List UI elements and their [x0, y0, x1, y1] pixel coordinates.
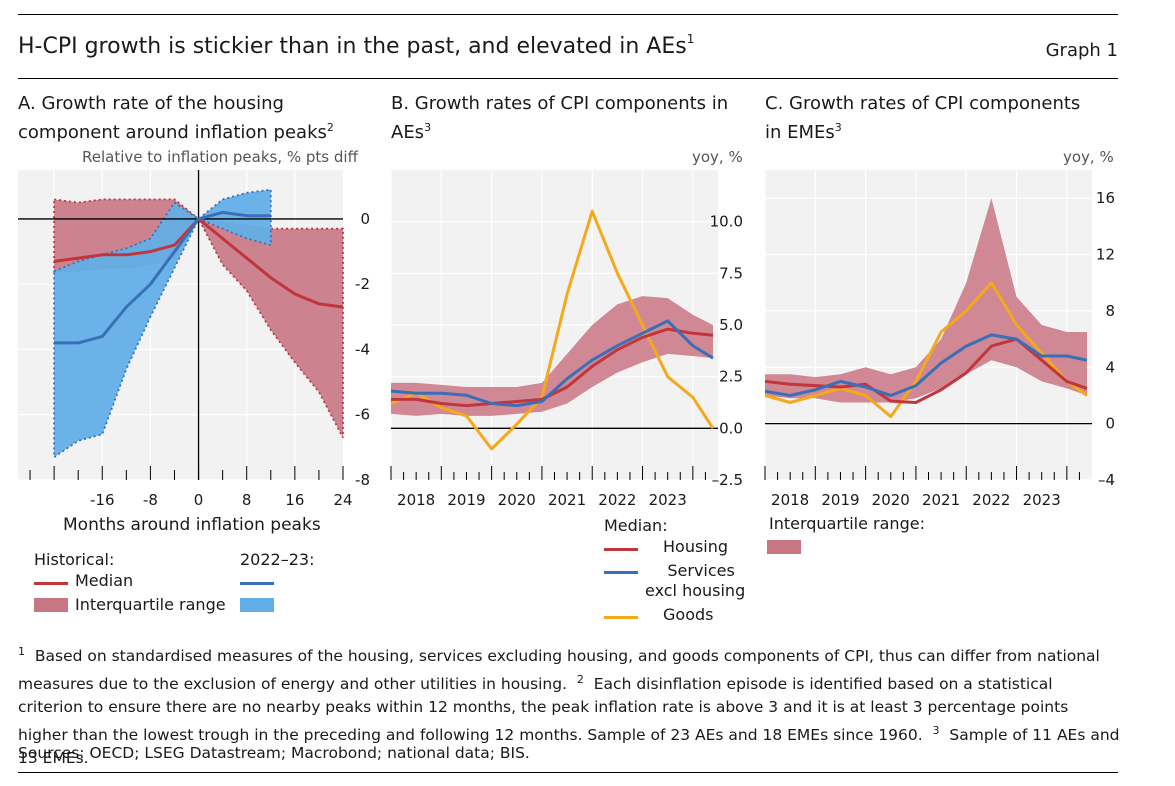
x-tick-label: 2022 [598, 491, 636, 509]
panel-a-title: A. Growth rate of the housing component a… [18, 93, 334, 143]
bottom-rule [18, 772, 1118, 773]
y-tick-label: 7.5 [719, 264, 743, 282]
x-tick-label: 0 [194, 491, 204, 509]
y-tick-label: 5.0 [719, 316, 743, 334]
footnotes: 1 Based on standardised measures of the … [18, 645, 1120, 767]
y-tick-label: -4 [355, 340, 370, 358]
y-tick-label: 12 [1096, 246, 1115, 264]
page-title: H-CPI growth is stickier than in the pas… [18, 32, 695, 59]
x-tick-label: 2020 [498, 491, 536, 509]
goods-line [764, 281, 1088, 419]
iqr-band [391, 296, 713, 416]
x-tick-label: 16 [285, 491, 304, 509]
x-tick-label: 2018 [771, 491, 809, 509]
y-tick-label: 16 [1096, 189, 1115, 207]
legend-historical-median-swatch [34, 582, 68, 585]
legend-services-swatch [604, 571, 638, 574]
legend-historical-iqr-swatch [34, 598, 68, 612]
legend-services-label: Services excl housing [645, 561, 746, 600]
legend-recent-iqr-swatch [240, 598, 274, 612]
x-tick-label: 2020 [872, 491, 910, 509]
y-tick-label: 8 [1105, 302, 1115, 320]
x-tick-label: 24 [333, 491, 352, 509]
y-tick-label: –4 [1098, 471, 1115, 489]
x-tick-label: 2023 [649, 491, 687, 509]
graph-label: Graph 1 [1045, 40, 1118, 61]
x-tick-label: 2022 [972, 491, 1010, 509]
panel-a-chart: 0 -2 -4 -6 -8 -16 -8 0 8 16 24 [18, 170, 370, 509]
panel-c-title: C. Growth rates of CPI components in EMEs… [765, 93, 1081, 143]
x-tick-label: -16 [90, 491, 115, 509]
legend-b-header: Median: [604, 516, 668, 535]
services-line [390, 319, 714, 408]
y-tick-label: -6 [355, 406, 370, 424]
y-tick-label: 0.0 [719, 419, 743, 437]
panel-b-title: B. Growth rates of CPI components in AEs3 [391, 93, 729, 143]
y-tick-label: 4 [1105, 358, 1115, 376]
goods-line [390, 209, 715, 451]
x-tick-label: 2019 [821, 491, 859, 509]
x-tick-label: 2023 [1023, 491, 1061, 509]
panel-c-chart: 16 12 8 4 0 –4 2018 2019 2020 2021 2022 2023 [764, 170, 1115, 509]
y-tick-label: -8 [355, 471, 370, 489]
recent-iqr-band [54, 189, 271, 458]
iqr-band [765, 198, 1087, 403]
x-tick-label: 2019 [447, 491, 485, 509]
panel-b-unit: yoy, % [692, 148, 743, 166]
panel-c-unit: yoy, % [1063, 148, 1114, 166]
panel-a-xlabel: Months around inflation peaks [63, 515, 321, 535]
sources: Sources: OECD; LSEG Datastream; Macrobon… [18, 744, 530, 762]
x-tick-label: 2018 [397, 491, 435, 509]
legend-housing-swatch [604, 548, 638, 551]
legend-goods-label: Goods [663, 605, 714, 624]
housing-line [764, 337, 1088, 404]
title-rule [18, 78, 1118, 79]
plot-background [765, 170, 1092, 480]
legend-goods-swatch [604, 616, 638, 619]
services-line [764, 333, 1088, 397]
recent-median-line [54, 210, 271, 345]
x-tick-label: 2021 [548, 491, 586, 509]
y-tick-label: 0 [360, 210, 370, 228]
legend-c-header: Interquartile range: [769, 514, 925, 533]
legend-median-label: Median [75, 571, 134, 590]
y-tick-label: 2.5 [719, 368, 743, 386]
y-tick-label: 10.0 [710, 213, 743, 231]
y-tick-label: 0 [1105, 415, 1115, 433]
housing-line [391, 327, 714, 408]
y-tick-label: –2.5 [712, 471, 743, 489]
top-rule [18, 14, 1118, 15]
y-tick-label: -2 [355, 275, 370, 293]
x-tick-label: -8 [143, 491, 158, 509]
legend-recent-label: 2022–23: [240, 550, 315, 569]
legend-iqr-label: Interquartile range [75, 595, 226, 614]
x-tick-label: 8 [242, 491, 252, 509]
panel-b-chart: 10.0 7.5 5.0 2.5 0.0 –2.5 2018 2019 2020 2021 2022… [390, 170, 743, 509]
x-tick-label: 2021 [922, 491, 960, 509]
legend-recent-median-swatch [240, 582, 274, 585]
legend-housing-label: Housing [663, 537, 729, 556]
legend-historical-label: Historical: [34, 550, 115, 569]
panel-a-unit: Relative to inflation peaks, % pts diff [82, 148, 358, 166]
legend-c-iqr-swatch [767, 540, 801, 554]
